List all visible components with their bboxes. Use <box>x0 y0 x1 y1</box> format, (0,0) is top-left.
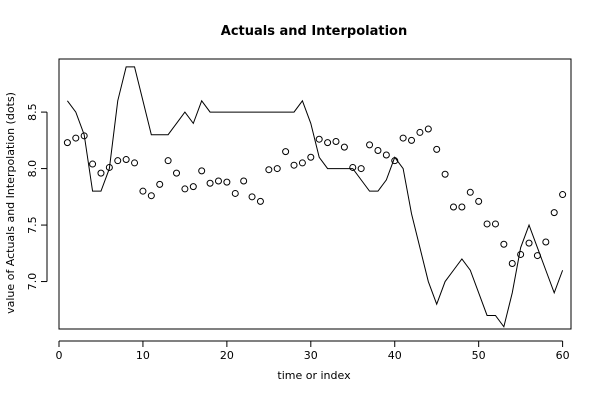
actual-point <box>214 177 222 185</box>
actual-point <box>475 197 483 205</box>
actual-point <box>89 160 97 168</box>
actual-point <box>298 159 306 167</box>
x-axis: 0 10 20 30 40 50 60 <box>56 340 570 362</box>
y-tick-label: 7.5 <box>26 216 39 234</box>
actual-point <box>63 139 71 147</box>
series-points <box>63 125 567 267</box>
plot-frame <box>58 58 572 330</box>
actual-point <box>256 197 264 205</box>
actual-point <box>542 238 550 246</box>
actual-point <box>550 209 558 217</box>
actual-point <box>114 157 122 165</box>
x-tick-label: 50 <box>472 349 486 362</box>
actual-point <box>483 220 491 228</box>
actual-point <box>122 156 130 164</box>
actual-point <box>408 136 416 144</box>
actual-point <box>231 189 239 197</box>
y-tick-label: 8.5 <box>26 103 39 121</box>
actual-point <box>441 170 449 178</box>
actual-point <box>416 128 424 136</box>
actual-point <box>147 192 155 200</box>
actual-point <box>265 166 273 174</box>
x-axis-label: time or index <box>277 369 351 382</box>
actual-point <box>366 141 374 149</box>
chart-title: Actuals and Interpolation <box>221 24 407 39</box>
actual-point <box>105 163 113 171</box>
actual-point <box>290 161 298 169</box>
actual-point <box>374 147 382 155</box>
x-tick-label: 60 <box>556 349 570 362</box>
x-tick-label: 10 <box>136 349 150 362</box>
actual-point <box>164 157 172 165</box>
actual-point <box>491 220 499 228</box>
actual-point <box>131 159 139 167</box>
actual-point <box>458 203 466 211</box>
actual-point <box>307 153 315 161</box>
actual-point <box>399 134 407 142</box>
actual-point <box>433 145 441 153</box>
actual-point <box>181 185 189 193</box>
actual-point <box>332 137 340 145</box>
y-axis: 7.0 7.5 8.0 8.5 <box>26 103 48 291</box>
actual-point <box>349 163 357 171</box>
actual-point <box>508 259 516 267</box>
series-line <box>66 66 564 328</box>
y-axis-label: value of Actuals and Interpolation (dots… <box>4 92 17 314</box>
actual-point <box>533 252 541 260</box>
actual-point <box>559 191 567 199</box>
y-tick-label: 8.0 <box>26 160 39 178</box>
actual-point <box>324 139 332 147</box>
actual-point <box>97 169 105 177</box>
actual-point <box>525 239 533 247</box>
actual-point <box>282 148 290 156</box>
y-tick-label: 7.0 <box>26 273 39 291</box>
x-tick-label: 20 <box>220 349 234 362</box>
actual-point <box>223 178 231 186</box>
actual-point <box>156 180 164 188</box>
actual-point <box>206 179 214 187</box>
actual-point <box>273 165 281 173</box>
actual-point <box>357 165 365 173</box>
actual-point <box>80 132 88 140</box>
actual-point <box>248 193 256 201</box>
x-tick-label: 30 <box>304 349 318 362</box>
x-tick-label: 0 <box>56 349 63 362</box>
actual-point <box>391 157 399 165</box>
actual-point <box>72 134 80 142</box>
actual-point <box>500 240 508 248</box>
actual-point <box>198 167 206 175</box>
actual-point <box>424 125 432 133</box>
actual-point <box>139 187 147 195</box>
interpolation-line <box>66 66 564 328</box>
actual-point <box>240 177 248 185</box>
actual-point <box>340 143 348 151</box>
actual-point <box>382 151 390 159</box>
actual-point <box>517 250 525 258</box>
actual-point <box>173 169 181 177</box>
actual-point <box>449 203 457 211</box>
actual-point <box>315 135 323 143</box>
actual-point <box>466 188 474 196</box>
x-tick-label: 40 <box>388 349 402 362</box>
actual-point <box>189 183 197 191</box>
